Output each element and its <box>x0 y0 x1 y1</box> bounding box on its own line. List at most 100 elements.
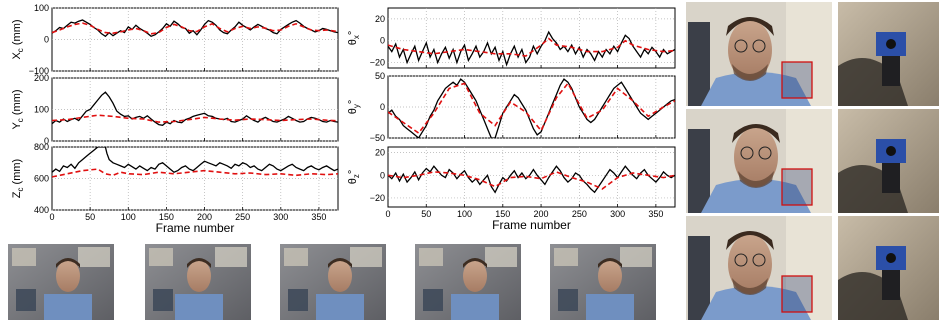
y-tick-label: 600 <box>34 174 49 184</box>
plot-panel-3: 400 600 800 Zc (mm) 0 50 100 150 200 250 300 350 Fra… <box>11 142 339 235</box>
thumbnail-3 <box>280 244 386 320</box>
y-tick-label: 800 <box>34 142 49 152</box>
x-tick-label: 350 <box>311 212 326 222</box>
camera-lens <box>886 253 896 263</box>
face <box>56 260 80 292</box>
background-person <box>423 289 443 311</box>
y-axis-label: θy° <box>347 100 361 115</box>
beard <box>732 278 768 295</box>
face <box>187 260 211 292</box>
hair <box>463 258 487 268</box>
tracked-device <box>782 169 812 205</box>
y-tick-label: 0 <box>380 102 385 112</box>
main-photo-2 <box>686 109 832 213</box>
background-person <box>153 289 173 311</box>
tracked-device <box>782 62 812 98</box>
series-line-measured <box>52 91 338 126</box>
series-line-estimated <box>52 168 338 178</box>
y-tick-label: 0 <box>380 36 385 46</box>
hair <box>732 124 780 143</box>
shelf <box>12 248 36 266</box>
x-tick-label: 200 <box>197 212 212 222</box>
hair <box>598 258 622 268</box>
thumbnail-5 <box>550 244 656 320</box>
x-tick-label: 50 <box>85 212 95 222</box>
x-axis-label: Frame number <box>492 218 571 232</box>
detail-photo-3 <box>838 216 939 320</box>
y-tick-label: −50 <box>370 133 385 143</box>
series-line-measured <box>388 78 675 138</box>
plot-panel-4: 0 −20 20 θx° <box>347 7 676 69</box>
y-tick-label: 100 <box>34 105 49 115</box>
face <box>734 127 778 187</box>
y-tick-label: 20 <box>375 14 385 24</box>
x-tick-label: 300 <box>273 212 288 222</box>
y-tick-label: 20 <box>375 148 385 158</box>
x-tick-label: 150 <box>495 209 510 219</box>
shelf <box>78 247 110 267</box>
x-tick-label: 350 <box>648 209 663 219</box>
y-tick-label: 0 <box>44 136 49 146</box>
hair <box>56 258 80 268</box>
glasses <box>752 253 766 267</box>
hair <box>726 17 774 36</box>
glasses <box>740 146 754 160</box>
plot-frame <box>387 7 676 69</box>
x-tick-label: 0 <box>49 212 54 222</box>
shirt <box>44 294 92 320</box>
x-tick-label: 150 <box>159 212 174 222</box>
device-mount <box>882 270 900 300</box>
x-tick-label: 50 <box>421 209 431 219</box>
y-tick-label: −20 <box>370 58 385 68</box>
y-tick-label: 0 <box>44 35 49 45</box>
shirt <box>451 294 499 320</box>
glasses <box>734 39 748 53</box>
shirt <box>175 294 223 320</box>
shirt <box>586 294 634 320</box>
face <box>598 260 622 292</box>
photo-column <box>686 2 939 320</box>
beard <box>738 171 774 188</box>
x-tick-label: 250 <box>235 212 250 222</box>
detail-photo-1 <box>838 2 939 106</box>
face <box>328 260 352 292</box>
thumbnail-2 <box>145 244 251 320</box>
y-axis-label: θz° <box>347 170 361 185</box>
device-mount <box>882 163 900 193</box>
series-line-measured <box>52 19 338 38</box>
y-axis-label: Xc (mm) <box>11 19 25 59</box>
background-person <box>16 289 36 311</box>
background-person <box>558 289 578 311</box>
camera-lens <box>886 146 896 156</box>
shelf <box>284 248 308 266</box>
face <box>728 20 772 80</box>
y-tick-label: 0 <box>380 170 385 180</box>
x-tick-label: 0 <box>385 209 390 219</box>
shelf <box>620 247 652 267</box>
series-line-estimated <box>388 81 675 135</box>
hair <box>187 258 211 268</box>
highlight-box <box>781 275 813 313</box>
y-tick-label: 400 <box>34 205 49 215</box>
background-person <box>288 289 308 311</box>
y-axis-label: θx° <box>347 31 361 46</box>
glasses <box>734 253 748 267</box>
shelf <box>149 248 173 266</box>
y-tick-label: −100 <box>29 66 49 76</box>
series-line-estimated <box>52 114 338 123</box>
x-tick-label: 100 <box>121 212 136 222</box>
main-photo-1 <box>686 2 832 106</box>
glasses <box>752 39 766 53</box>
plot-panel-5: 50 0 −50 θy° <box>347 71 676 143</box>
highlight-box <box>781 168 813 206</box>
x-tick-label: 100 <box>457 209 472 219</box>
x-tick-label: 200 <box>534 209 549 219</box>
shelf <box>554 248 578 266</box>
face <box>463 260 487 292</box>
hair <box>726 231 774 250</box>
series-line-measured <box>52 147 338 173</box>
plot-frame <box>51 146 339 211</box>
main-photo-3 <box>686 216 832 320</box>
